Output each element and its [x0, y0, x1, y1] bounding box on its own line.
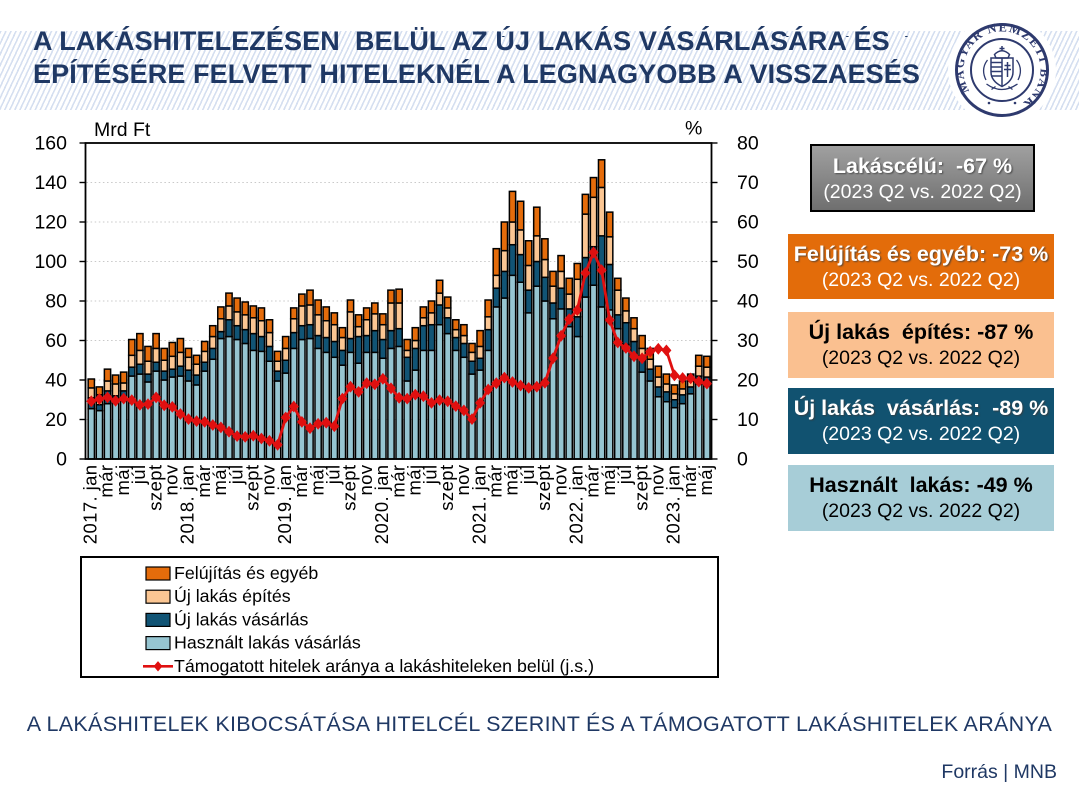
svg-text:júl: júl: [420, 465, 441, 486]
svg-text:szept: szept: [630, 465, 651, 511]
svg-text:máj: máj: [112, 465, 133, 496]
svg-text:máj: máj: [598, 465, 619, 496]
svg-text:Felújítás és egyéb: Felújítás és egyéb: [174, 563, 318, 583]
svg-text:80: 80: [45, 291, 67, 313]
svg-text:már: már: [679, 465, 700, 498]
svg-text:szept: szept: [533, 465, 554, 511]
svg-text:30: 30: [737, 330, 759, 352]
svg-text:már: már: [387, 465, 408, 498]
svg-text:szept: szept: [339, 465, 360, 511]
svg-text:nov: nov: [549, 464, 570, 495]
svg-text:Új lakás vásárlás: Új lakás vásárlás: [174, 608, 309, 629]
svg-text:20: 20: [737, 370, 759, 392]
svg-text:júl: júl: [517, 465, 538, 486]
svg-text:nov: nov: [161, 464, 182, 495]
svg-text:%: %: [685, 118, 702, 140]
svg-text:máj: máj: [404, 465, 425, 496]
svg-text:2019. jan: 2019. jan: [274, 465, 295, 545]
svg-text:már: már: [96, 465, 117, 498]
svg-text:nov: nov: [355, 464, 376, 495]
svg-text:40: 40: [45, 370, 67, 392]
svg-text:júl: júl: [323, 465, 344, 486]
svg-text:máj: máj: [695, 465, 716, 496]
svg-text:szept: szept: [436, 465, 457, 511]
svg-text:120: 120: [34, 212, 67, 234]
svg-text:60: 60: [737, 212, 759, 234]
svg-text:nov: nov: [258, 464, 279, 495]
svg-text:júl: júl: [614, 465, 635, 486]
svg-text:0: 0: [56, 449, 67, 471]
svg-text:2021. jan: 2021. jan: [468, 465, 489, 545]
svg-text:20: 20: [45, 409, 67, 431]
svg-text:0: 0: [737, 449, 748, 471]
svg-text:2022. jan: 2022. jan: [566, 465, 587, 545]
svg-text:már: már: [582, 465, 603, 498]
svg-text:szept: szept: [242, 465, 263, 511]
svg-text:máj: máj: [306, 465, 327, 496]
svg-text:60: 60: [45, 330, 67, 352]
svg-text:júl: júl: [128, 465, 149, 486]
svg-text:szept: szept: [144, 465, 165, 511]
svg-text:máj: máj: [209, 465, 230, 496]
svg-text:70: 70: [737, 172, 759, 194]
svg-text:2023. jan: 2023. jan: [663, 465, 684, 545]
svg-text:160: 160: [34, 133, 67, 155]
svg-text:már: már: [485, 465, 506, 498]
svg-text:júl: júl: [225, 465, 246, 486]
svg-text:2018. jan: 2018. jan: [177, 465, 198, 545]
svg-text:2020. jan: 2020. jan: [371, 465, 392, 545]
svg-text:nov: nov: [452, 464, 473, 495]
svg-text:140: 140: [34, 172, 67, 194]
svg-text:100: 100: [34, 251, 67, 273]
svg-text:40: 40: [737, 291, 759, 313]
svg-text:10: 10: [737, 409, 759, 431]
svg-text:Új lakás építés: Új lakás építés: [174, 585, 291, 606]
svg-text:Mrd Ft: Mrd Ft: [94, 119, 151, 141]
svg-text:2017. jan: 2017. jan: [80, 465, 101, 545]
svg-text:80: 80: [737, 133, 759, 155]
svg-text:már: már: [290, 465, 311, 498]
svg-text:nov: nov: [647, 464, 668, 495]
svg-text:50: 50: [737, 251, 759, 273]
svg-text:Támogatott hitelek aránya a la: Támogatott hitelek aránya a lakáshitelek…: [174, 656, 594, 676]
svg-text:Használt lakás vásárlás: Használt lakás vásárlás: [174, 633, 361, 653]
svg-text:máj: máj: [501, 465, 522, 496]
svg-text:már: már: [193, 465, 214, 498]
